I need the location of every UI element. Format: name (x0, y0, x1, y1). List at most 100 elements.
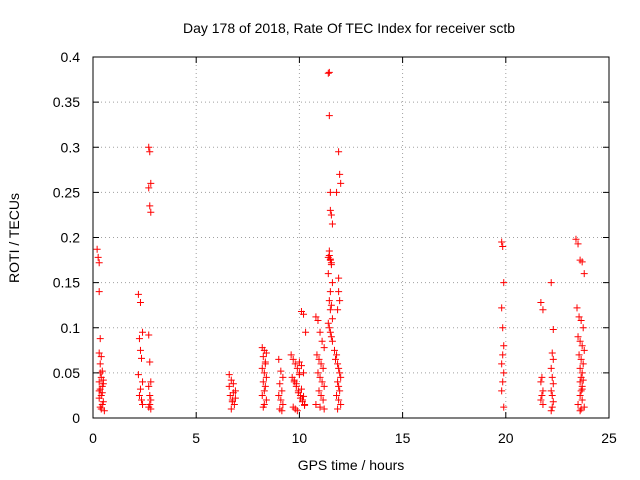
x-axis-label: GPS time / hours (298, 457, 405, 473)
data-point (95, 288, 103, 296)
y-tick-label: 0.3 (61, 139, 81, 155)
data-point (139, 328, 147, 336)
data-point (539, 400, 547, 408)
data-point (260, 369, 268, 377)
data-point (578, 258, 586, 266)
data-point (147, 179, 155, 187)
data-point (297, 362, 305, 370)
data-point (335, 148, 343, 156)
data-point (136, 385, 144, 393)
data-point (145, 143, 153, 151)
data-point (319, 364, 327, 372)
y-tick-label: 0.35 (53, 94, 80, 110)
data-point (498, 304, 506, 312)
data-point (547, 364, 555, 372)
data-point (139, 378, 147, 386)
data-point (577, 387, 585, 395)
data-point (578, 385, 586, 393)
data-point (547, 387, 555, 395)
data-point (538, 373, 546, 381)
data-point (549, 380, 557, 388)
data-point (98, 382, 106, 390)
data-point (333, 188, 341, 196)
data-point (312, 313, 320, 321)
data-point (312, 400, 320, 408)
data-point (337, 179, 345, 187)
data-point (319, 396, 327, 404)
x-tick-label: 5 (192, 430, 200, 446)
x-tick-label: 15 (395, 430, 411, 446)
data-point (262, 373, 270, 381)
data-point (326, 306, 334, 314)
y-axis-label: ROTI / TECUs (6, 193, 22, 283)
data-point (317, 360, 325, 368)
data-point (328, 279, 336, 287)
data-point (320, 344, 328, 352)
data-point (315, 355, 323, 363)
data-point (326, 255, 334, 263)
y-tick-label: 0.05 (53, 365, 80, 381)
data-point (147, 378, 155, 386)
data-point (328, 315, 336, 323)
data-point (260, 387, 268, 395)
data-point (326, 288, 334, 296)
data-point (314, 369, 322, 377)
x-tick-labels: 0 5 10 15 20 25 (89, 430, 617, 446)
data-point (96, 360, 104, 368)
data-point (227, 376, 235, 384)
data-point (291, 360, 299, 368)
data-point (314, 317, 322, 325)
data-point (97, 353, 105, 361)
data-point (335, 396, 343, 404)
data-point (337, 400, 345, 408)
data-point (293, 364, 301, 372)
data-point (325, 324, 333, 332)
data-point (146, 358, 154, 366)
data-point (147, 208, 155, 216)
data-point (225, 382, 233, 390)
data-point (287, 351, 295, 359)
plot-frame (92, 56, 610, 419)
data-point (93, 245, 101, 253)
y-tick-label: 0.1 (61, 320, 81, 336)
data-point (301, 401, 309, 409)
data-point (537, 298, 545, 306)
data-point (300, 310, 308, 318)
data-point (298, 398, 306, 406)
data-point (573, 304, 581, 312)
data-point (334, 378, 342, 386)
x-tick-label: 25 (601, 430, 617, 446)
data-point (336, 369, 344, 377)
data-point (335, 288, 343, 296)
data-point (318, 378, 326, 386)
data-point (145, 382, 153, 390)
data-point (549, 355, 557, 363)
data-point (295, 358, 303, 366)
data-point (335, 274, 343, 282)
data-points (93, 68, 588, 415)
data-point (262, 396, 270, 404)
data-point (335, 364, 343, 372)
data-point (277, 367, 285, 375)
data-point (333, 391, 341, 399)
data-point (572, 235, 580, 243)
data-point (259, 403, 267, 411)
data-point (146, 202, 154, 210)
data-point (499, 324, 507, 332)
data-point (537, 396, 545, 404)
y-tick-label: 0.2 (61, 230, 81, 246)
data-point (328, 220, 336, 228)
data-point (578, 342, 586, 350)
data-point (95, 349, 103, 357)
data-point (337, 373, 345, 381)
data-point (297, 385, 305, 393)
data-point (579, 324, 587, 332)
data-point (300, 392, 308, 400)
y-tick-label: 0.15 (53, 275, 80, 291)
data-point (576, 378, 584, 386)
x-tick-label: 20 (498, 430, 514, 446)
data-point (332, 355, 340, 363)
data-point (324, 270, 332, 278)
data-point (136, 346, 144, 354)
data-point (95, 259, 103, 267)
